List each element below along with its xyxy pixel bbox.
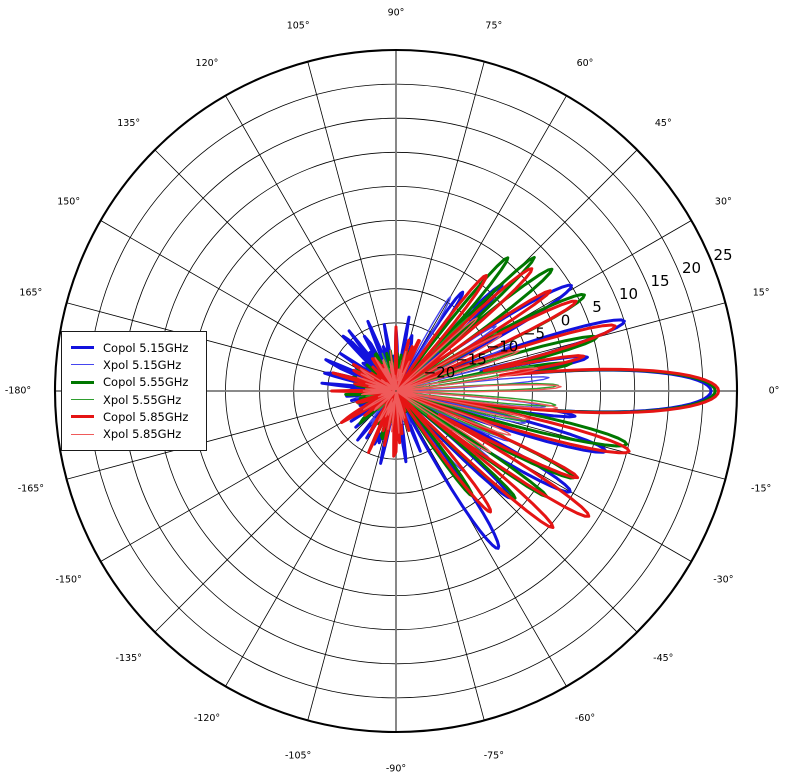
legend-label: Copol 5.85GHz	[103, 409, 189, 424]
legend-label: Xpol 5.55GHz	[103, 392, 182, 407]
series-line-xpol-5-85ghz	[356, 317, 562, 453]
legend-line-sample	[71, 364, 94, 366]
angle-tick-label: 90°	[388, 8, 405, 19]
chart-outline	[53, 48, 739, 734]
angle-tick-label: 45°	[655, 118, 672, 129]
angle-tick-label: 60°	[577, 58, 594, 69]
theta-gridline	[395, 390, 567, 687]
theta-gridline	[307, 61, 397, 392]
angle-tick-label: 150°	[57, 197, 80, 208]
legend-line-sample	[71, 399, 94, 401]
legend-label: Xpol 5.15GHz	[103, 357, 182, 372]
radial-tick-label: −20	[424, 363, 456, 381]
legend-line-sample	[71, 380, 94, 384]
series-line-copol-5-85ghz	[330, 267, 721, 529]
legend-label: Xpol 5.85GHz	[103, 427, 182, 442]
angle-tick-label: 75°	[485, 20, 502, 31]
theta-gridline	[154, 390, 397, 633]
angle-tick-label: -165°	[18, 483, 44, 494]
angle-tick-label: -75°	[484, 751, 504, 762]
legend-line-sample	[71, 433, 94, 435]
theta-gridline	[100, 220, 397, 392]
angle-tick-label: 0°	[769, 386, 780, 397]
theta-gridline	[225, 390, 397, 687]
angle-tick-label: 105°	[287, 20, 310, 31]
radial-tick-label: 0	[561, 311, 571, 329]
angle-tick-label: -90°	[386, 764, 406, 775]
radial-tick-label: 15	[650, 272, 669, 290]
angle-tick-label: -135°	[116, 653, 142, 664]
radial-tick-label: 20	[682, 259, 701, 277]
angle-tick-label: 135°	[117, 118, 140, 129]
angle-tick-label: -60°	[575, 713, 595, 724]
angle-tick-label: -105°	[285, 751, 311, 762]
legend-entry-copol-5-55: Copol 5.55GHz	[71, 374, 197, 391]
angle-tick-label: -30°	[713, 575, 733, 586]
angle-tick-label: -180°	[5, 386, 31, 397]
angle-tick-label: 30°	[715, 197, 732, 208]
theta-gridline	[395, 390, 485, 721]
legend-box: Copol 5.15GHz Xpol 5.15GHz Copol 5.55GHz…	[61, 331, 207, 451]
legend-entry-copol-5-15: Copol 5.15GHz	[71, 339, 197, 356]
legend-entry-xpol-5-15: Xpol 5.15GHz	[71, 356, 197, 373]
legend-label: Copol 5.15GHz	[103, 340, 189, 355]
radial-tick-label: −5	[523, 324, 545, 342]
legend-entry-xpol-5-85: Xpol 5.85GHz	[71, 426, 197, 443]
legend-label: Copol 5.55GHz	[103, 375, 189, 390]
angle-tick-label: 15°	[753, 288, 770, 299]
radial-tick-label: 10	[619, 285, 638, 303]
radial-tick-label: 5	[592, 298, 602, 316]
angle-tick-label: 120°	[196, 58, 219, 69]
angle-tick-label: -150°	[55, 575, 81, 586]
theta-gridline	[66, 390, 397, 480]
legend-line-sample	[71, 346, 94, 350]
radial-tick-label: 25	[714, 246, 733, 264]
angle-tick-label: 165°	[19, 288, 42, 299]
legend-line-sample	[71, 415, 94, 419]
legend-entry-copol-5-85: Copol 5.85GHz	[71, 408, 197, 425]
legend-entry-xpol-5-55: Xpol 5.55GHz	[71, 391, 197, 408]
angle-tick-label: -120°	[194, 713, 220, 724]
angle-tick-label: -15°	[751, 483, 771, 494]
radial-tick-label: −15	[455, 350, 487, 368]
theta-gridline	[307, 390, 397, 721]
angle-tick-label: -45°	[653, 653, 673, 664]
radial-tick-label: −10	[487, 337, 519, 355]
